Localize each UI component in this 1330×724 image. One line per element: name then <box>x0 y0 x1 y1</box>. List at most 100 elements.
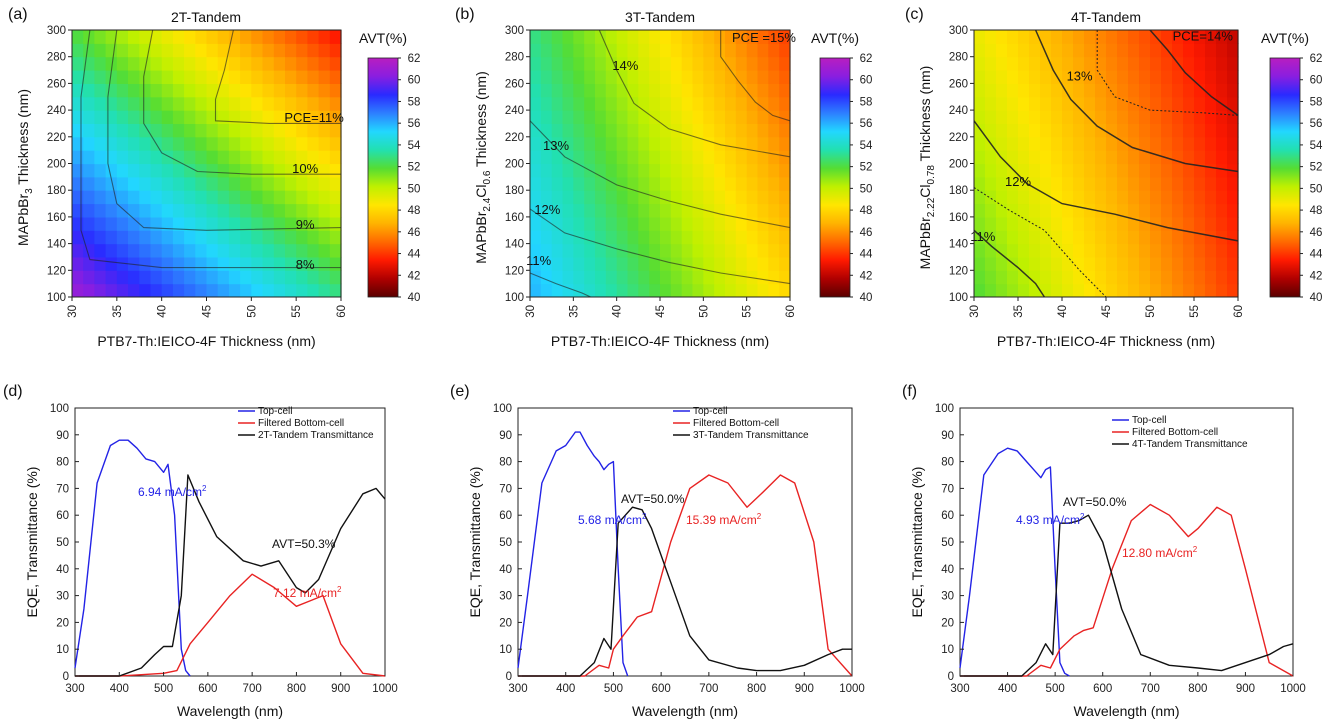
heatmap-cell <box>1227 256 1239 271</box>
heatmap-cell <box>1227 176 1239 191</box>
heatmap-cell <box>172 136 185 151</box>
heatmap-cell <box>1062 123 1074 138</box>
heatmap-cell <box>116 83 129 98</box>
heatmap-cell <box>273 176 286 191</box>
heatmap-cell <box>1095 96 1107 111</box>
heatmap-cell <box>1007 270 1019 285</box>
colorbar-tick-label: 44 <box>1310 249 1323 261</box>
heatmap-cell <box>172 43 185 58</box>
heatmap-cell <box>1084 176 1096 191</box>
heatmap-cell <box>329 83 342 98</box>
heatmap-cell <box>116 123 129 138</box>
heatmap-cell <box>1051 203 1063 218</box>
heatmap-cell <box>735 283 748 298</box>
y-tick-label: 80 <box>499 457 512 469</box>
heatmap-cell <box>735 43 748 58</box>
heatmap-cell <box>161 203 174 218</box>
heatmap-cell <box>217 96 230 111</box>
series-line-2 <box>518 474 853 677</box>
heatmap-cell <box>83 136 95 151</box>
heatmap-cell <box>273 83 286 98</box>
heatmap-cell <box>1150 283 1162 298</box>
heatmap-cell <box>307 83 320 98</box>
heatmap-cell <box>1095 176 1107 191</box>
heatmap-cell <box>985 110 997 124</box>
heatmap-cell <box>714 203 726 218</box>
heatmap-cell <box>616 256 629 271</box>
heatmap-cell <box>974 70 986 84</box>
heatmap-cell <box>638 56 650 71</box>
colorbar-tick-label: 62 <box>408 53 421 65</box>
heatmap-cell <box>735 176 748 191</box>
heatmap-cell <box>584 150 596 165</box>
heatmap-cell <box>285 56 297 71</box>
heatmap-cell <box>1106 110 1118 124</box>
heatmap-cell <box>1051 256 1063 271</box>
heatmap-cell <box>172 30 185 44</box>
heatmap-cell <box>681 43 694 58</box>
heatmap-cell <box>1062 256 1074 271</box>
heatmap-cell <box>681 96 694 111</box>
heatmap-cell <box>985 83 997 98</box>
heatmap-cell <box>1084 163 1096 178</box>
y-tick-label: 40 <box>56 564 69 576</box>
heatmap-cell <box>746 270 759 285</box>
heatmap-cell <box>1117 176 1129 191</box>
heatmap-cell <box>692 136 704 151</box>
heatmap-cell <box>757 243 769 258</box>
x-tick-label: 900 <box>331 683 350 695</box>
heatmap-cell <box>228 150 241 165</box>
heatmap-cell <box>649 163 661 178</box>
heatmap-cell <box>595 30 607 44</box>
heatmap-cell <box>562 70 574 84</box>
heatmap-cell <box>649 283 661 298</box>
heatmap-cell <box>195 83 208 98</box>
heatmap-cell <box>1084 283 1096 298</box>
heatmap-cell <box>1095 163 1107 178</box>
heatmap-cell <box>1183 123 1195 138</box>
heatmap-cell <box>172 243 185 258</box>
heatmap-cell <box>1172 123 1184 138</box>
heatmap-cell <box>1128 176 1140 191</box>
heatmap-cell <box>150 110 163 124</box>
heatmap-cell <box>128 216 140 231</box>
heatmap-cell <box>1216 30 1228 44</box>
heatmap-cell <box>105 163 118 178</box>
heatmap-cell <box>329 270 342 285</box>
heatmap-cell <box>584 123 596 138</box>
heatmap-cell <box>985 216 997 231</box>
heatmap-cell <box>318 243 331 258</box>
heatmap-cell <box>1029 203 1041 218</box>
heatmap-cell <box>128 123 140 138</box>
heatmap-cell <box>72 243 84 258</box>
heatmap-cell <box>573 243 585 258</box>
heatmap-cell <box>638 216 650 231</box>
heatmap-cell <box>116 256 129 271</box>
heatmap-cell <box>1095 30 1107 44</box>
heatmap-cell <box>562 163 574 178</box>
colorbar-tick-label: 62 <box>860 53 873 65</box>
heatmap-cell <box>184 256 196 271</box>
heatmap-cell <box>1194 163 1206 178</box>
y-tick-label: 90 <box>499 430 512 442</box>
heatmap-cell <box>1084 136 1096 151</box>
heatmap-cell <box>273 270 286 285</box>
heatmap-cell <box>1095 136 1107 151</box>
heatmap-cell <box>273 43 286 58</box>
heatmap-cell <box>116 190 129 205</box>
heatmap-cell <box>562 216 574 231</box>
heatmap-cell <box>116 216 129 231</box>
y-axis-label: EQE, Transmittance (%) <box>467 467 483 618</box>
heatmap-cell <box>551 163 564 178</box>
heatmap-cell <box>228 136 241 151</box>
heatmap-cell <box>1018 230 1030 245</box>
heatmap-cell <box>1018 56 1030 71</box>
heatmap-cell <box>670 203 683 218</box>
heatmap-cell <box>83 123 95 138</box>
heatmap-cell <box>1161 70 1173 84</box>
heatmap-cell <box>681 150 694 165</box>
heatmap-cell <box>1216 43 1228 58</box>
heatmap-cell <box>1227 110 1239 124</box>
heatmap-cell <box>206 283 219 298</box>
heatmap-cell <box>273 123 286 138</box>
